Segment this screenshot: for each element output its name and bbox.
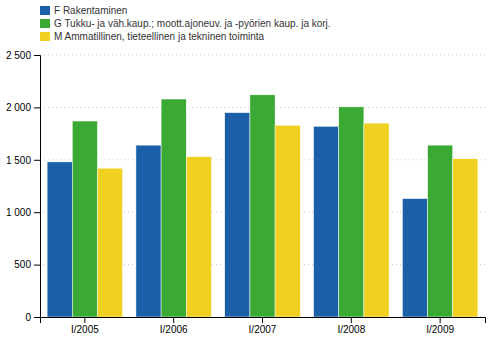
- bar: [402, 199, 427, 317]
- tick-mark: [173, 317, 174, 323]
- legend-swatch: [40, 6, 50, 15]
- legend-label: M Ammatillinen, tieteellinen ja tekninen…: [54, 31, 265, 42]
- axis-line: [41, 318, 486, 324]
- plot: 05001 0001 5002 0002 500I/2005I/2006I/20…: [6, 50, 486, 335]
- bar: [97, 168, 122, 317]
- legend: F Rakentaminen G Tukku- ja väh.kaup.; moo…: [40, 5, 331, 42]
- tick-label: 1 500: [6, 155, 31, 166]
- tick-label: I/2006: [160, 324, 188, 335]
- bar: [186, 157, 211, 317]
- y-tick: 0: [25, 312, 40, 323]
- tick-mark: [84, 317, 85, 323]
- tick-label: 500: [14, 259, 31, 270]
- x-tick: I/2007: [249, 317, 277, 335]
- bars: [47, 95, 478, 317]
- legend-item: G Tukku- ja väh.kaup.; moott.ajoneuv. ja…: [40, 18, 331, 29]
- y-tick: 2 500: [6, 50, 40, 61]
- bar: [453, 159, 478, 317]
- tick-mark: [262, 317, 263, 323]
- y-tick: 1 000: [6, 207, 40, 218]
- bar: [339, 107, 364, 317]
- legend-label: F Rakentaminen: [54, 5, 127, 16]
- tick-label: 0: [25, 312, 31, 323]
- tick-mark: [34, 212, 40, 213]
- x-tick: I/2005: [71, 317, 99, 335]
- chart: F Rakentaminen G Tukku- ja väh.kaup.; moo…: [0, 0, 497, 343]
- x-tick: I/2006: [160, 317, 188, 335]
- bar: [225, 113, 250, 317]
- tick-mark: [440, 317, 441, 323]
- bar: [364, 123, 389, 317]
- tick-mark: [34, 160, 40, 161]
- bar: [314, 126, 339, 317]
- y-tick: 1 500: [6, 155, 40, 166]
- legend-label: G Tukku- ja väh.kaup.; moott.ajoneuv. ja…: [54, 18, 331, 29]
- bar: [161, 99, 186, 317]
- tick-mark: [34, 55, 40, 56]
- bar: [72, 121, 97, 317]
- tick-label: 2 500: [6, 50, 31, 61]
- tick-mark: [34, 317, 40, 318]
- tick-mark: [34, 265, 40, 266]
- y-tick: 500: [14, 259, 40, 270]
- tick-label: 2 000: [6, 102, 31, 113]
- x-tick: I/2008: [337, 317, 365, 335]
- y-tick: 2 000: [6, 102, 40, 113]
- bar: [47, 162, 72, 317]
- tick-label: I/2005: [71, 324, 99, 335]
- legend-swatch: [40, 19, 50, 28]
- bar: [136, 145, 161, 317]
- legend-item: F Rakentaminen: [40, 5, 127, 16]
- legend-item: M Ammatillinen, tieteellinen ja tekninen…: [40, 31, 265, 42]
- bar: [250, 95, 275, 317]
- grid: [40, 55, 485, 317]
- axis-line: [34, 56, 41, 318]
- x-axis: I/2005 I/2006 I/2007 I/2008 I/2009: [41, 317, 486, 335]
- bar: [275, 125, 300, 317]
- tick-label: I/2007: [249, 324, 277, 335]
- legend-swatch: [40, 32, 50, 41]
- x-tick: I/2009: [426, 317, 454, 335]
- tick-mark: [351, 317, 352, 323]
- y-axis: 0 500 1 000 1 500 2 000 2 500: [6, 50, 41, 323]
- bar: [428, 145, 453, 317]
- tick-mark: [34, 107, 40, 108]
- tick-label: I/2009: [426, 324, 454, 335]
- grid-line: [40, 55, 485, 56]
- tick-label: 1 000: [6, 207, 31, 218]
- tick-label: I/2008: [337, 324, 365, 335]
